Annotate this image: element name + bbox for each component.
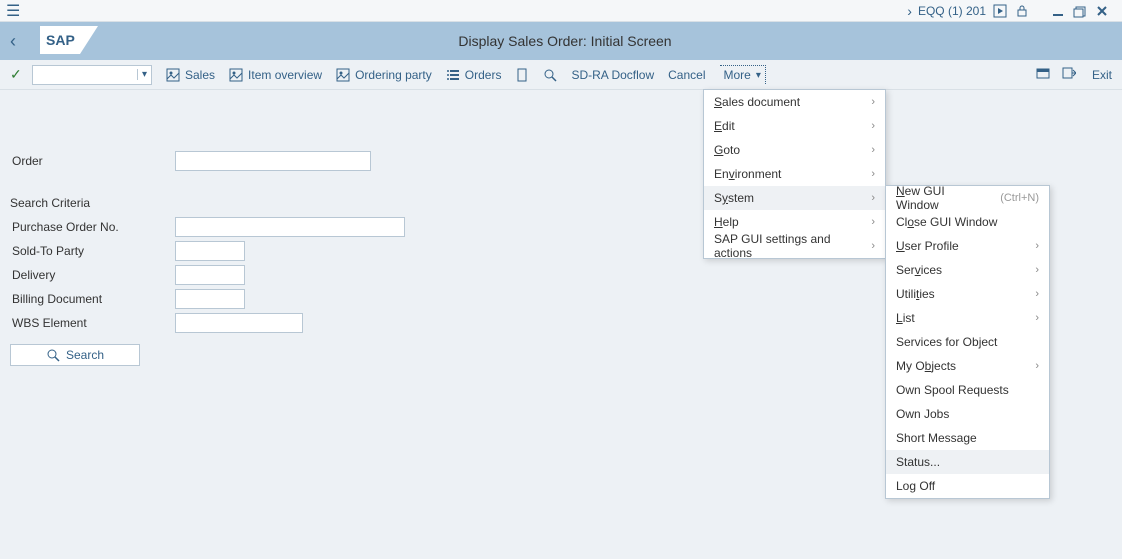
menu-item-log-off[interactable]: Log Off: [886, 474, 1049, 498]
toolbar-label: More: [724, 68, 751, 82]
back-button[interactable]: ‹: [10, 31, 34, 52]
picture-icon: [229, 68, 243, 82]
sold-to-party-input[interactable]: [175, 241, 245, 261]
chevron-down-icon: ▾: [756, 70, 761, 81]
toolbar-label: SD-RA Docflow: [571, 68, 654, 82]
picture-icon: [166, 68, 180, 82]
cancel-button[interactable]: Cancel: [668, 68, 705, 82]
menu-item-sap-gui-settings[interactable]: SAP GUI settings and actions›: [704, 234, 885, 258]
search-icon: [543, 68, 557, 82]
list-icon: [446, 68, 460, 82]
purchase-order-input[interactable]: [175, 217, 405, 237]
toolbar-label: Exit: [1092, 68, 1112, 82]
menu-item-new-gui-window[interactable]: New GUI Window(Ctrl+N): [886, 186, 1049, 210]
system-submenu[interactable]: New GUI Window(Ctrl+N) Close GUI Window …: [885, 185, 1050, 499]
wbs-label: WBS Element: [10, 316, 175, 330]
search-icon: [46, 348, 60, 362]
menu-item-user-profile[interactable]: User Profile›: [886, 234, 1049, 258]
restore-icon[interactable]: [1072, 3, 1088, 19]
po-label: Purchase Order No.: [10, 220, 175, 234]
search-icon-button[interactable]: [543, 68, 557, 82]
lock-icon[interactable]: [1014, 3, 1030, 19]
toolbar-label: Sales: [185, 68, 215, 82]
ordering-party-button[interactable]: Ordering party: [336, 68, 432, 82]
svg-text:SAP: SAP: [46, 32, 75, 48]
menu-item-own-jobs[interactable]: Own Jobs: [886, 402, 1049, 426]
more-button[interactable]: More ▾: [720, 65, 766, 84]
window-titlebar: ☰ › EQQ (1) 201: [0, 0, 1122, 22]
menu-item-services-for-object[interactable]: Services for Object: [886, 330, 1049, 354]
picture-icon: [336, 68, 350, 82]
search-button-label: Search: [66, 348, 104, 362]
sap-logo: SAP: [40, 26, 98, 57]
menu-item-environment[interactable]: Environment›: [704, 162, 885, 186]
search-button[interactable]: Search: [10, 344, 140, 366]
menu-item-list[interactable]: List›: [886, 306, 1049, 330]
accept-icon[interactable]: ✓: [10, 66, 26, 83]
billing-label: Billing Document: [10, 292, 175, 306]
new-window-icon[interactable]: [1036, 66, 1050, 83]
doc-icon-button[interactable]: [515, 68, 529, 82]
menu-item-own-spool[interactable]: Own Spool Requests: [886, 378, 1049, 402]
menu-item-help[interactable]: Help›: [704, 210, 885, 234]
sdra-docflow-button[interactable]: SD-RA Docflow: [571, 68, 654, 82]
exit-button[interactable]: Exit: [1092, 68, 1112, 82]
menu-item-close-gui-window[interactable]: Close GUI Window: [886, 210, 1049, 234]
soldto-label: Sold-To Party: [10, 244, 175, 258]
sales-button[interactable]: Sales: [166, 68, 215, 82]
menu-item-system[interactable]: System›: [704, 186, 885, 210]
menu-item-goto[interactable]: Goto›: [704, 138, 885, 162]
menu-item-sales-document[interactable]: Sales document›: [704, 90, 885, 114]
billing-document-input[interactable]: [175, 289, 245, 309]
more-menu[interactable]: Sales document› Edit› Goto› Environment›…: [703, 89, 886, 259]
delivery-label: Delivery: [10, 268, 175, 282]
menu-item-services[interactable]: Services›: [886, 258, 1049, 282]
session-label: EQQ (1) 201: [918, 4, 986, 18]
order-input[interactable]: [175, 151, 371, 171]
document-icon: [515, 68, 529, 82]
order-label: Order: [10, 154, 175, 168]
app-toolbar: ✓ ▾ Sales Item overview Ordering party O…: [0, 60, 1122, 90]
command-field[interactable]: ▾: [32, 65, 152, 85]
session-info: › EQQ (1) 201: [907, 3, 1110, 19]
app-header: ‹ SAP Display Sales Order: Initial Scree…: [0, 22, 1122, 60]
orders-button[interactable]: Orders: [446, 68, 502, 82]
toolbar-label: Item overview: [248, 68, 322, 82]
menu-item-edit[interactable]: Edit›: [704, 114, 885, 138]
menu-item-status[interactable]: Status...: [886, 450, 1049, 474]
close-icon[interactable]: [1094, 3, 1110, 19]
menu-item-my-objects[interactable]: My Objects›: [886, 354, 1049, 378]
delivery-input[interactable]: [175, 265, 245, 285]
play-icon[interactable]: [992, 3, 1008, 19]
toolbar-label: Orders: [465, 68, 502, 82]
menu-item-utilities[interactable]: Utilities›: [886, 282, 1049, 306]
chevron-down-icon[interactable]: ▾: [137, 69, 147, 80]
page-title: Display Sales Order: Initial Screen: [98, 33, 1032, 49]
toolbar-label: Ordering party: [355, 68, 432, 82]
hamburger-icon[interactable]: ☰: [6, 1, 24, 21]
menu-item-short-message[interactable]: Short Message: [886, 426, 1049, 450]
toolbar-label: Cancel: [668, 68, 705, 82]
wbs-element-input[interactable]: [175, 313, 303, 333]
minimize-icon[interactable]: [1050, 3, 1066, 19]
item-overview-button[interactable]: Item overview: [229, 68, 322, 82]
exit-screen-icon[interactable]: [1062, 66, 1076, 83]
